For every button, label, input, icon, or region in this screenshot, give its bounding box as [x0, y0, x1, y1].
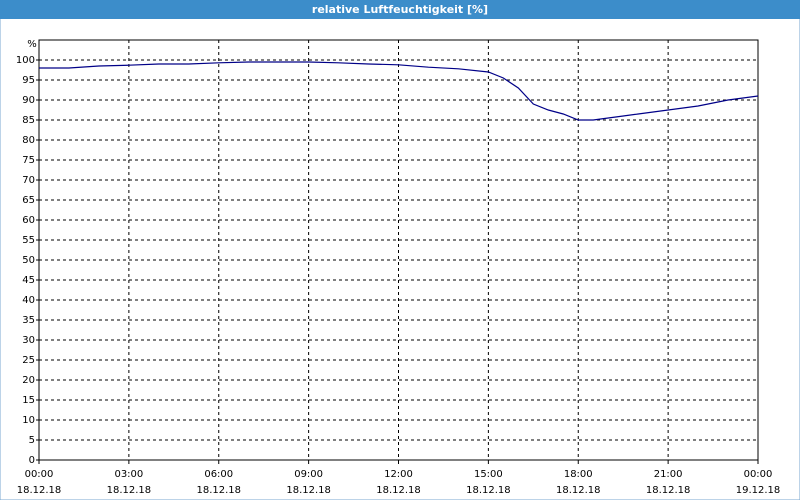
chart-title: relative Luftfeuchtigkeit [%]: [312, 3, 488, 16]
y-tick-label: 15: [22, 395, 35, 406]
x-tick-label: 06:00 18.12.18: [196, 469, 241, 496]
y-tick-label: 60: [22, 215, 35, 226]
x-tick-label: 12:00 18.12.18: [376, 469, 421, 496]
y-tick-label: 70: [22, 175, 35, 186]
y-tick-label: 55: [22, 235, 35, 246]
y-tick-label: 85: [22, 115, 35, 126]
y-tick-label: 25: [22, 355, 35, 366]
y-tick-label: 30: [22, 335, 35, 346]
y-tick-label: 100: [16, 55, 35, 66]
title-bar: [0, 0, 800, 19]
data-line: [39, 61, 759, 121]
y-tick-label: 40: [22, 295, 35, 306]
x-tick-label: 09:00 18.12.18: [286, 469, 331, 496]
y-tick-label: 45: [22, 275, 35, 286]
y-tick-label: 95: [22, 75, 35, 86]
y-tick-label: 20: [22, 375, 35, 386]
y-tick-label: 80: [22, 135, 35, 146]
x-tick-label: 03:00 18.12.18: [107, 469, 152, 496]
y-tick-label: 65: [22, 195, 35, 206]
y-axis-label: %: [27, 39, 37, 50]
y-tick-label: 90: [22, 95, 35, 106]
x-tick-label: 15:00 18.12.18: [466, 469, 511, 496]
y-tick-label: 75: [22, 155, 35, 166]
y-tick-label: 10: [22, 415, 35, 426]
y-tick-label: 35: [22, 315, 35, 326]
x-tick-label: 21:00 18.12.18: [646, 469, 691, 496]
x-tick-label: 00:00 19.12.18: [736, 469, 781, 496]
y-tick-label: 5: [29, 435, 35, 446]
x-tick-label: 18:00 18.12.18: [556, 469, 601, 496]
y-tick-label: 50: [22, 255, 35, 266]
y-tick-label: 0: [29, 455, 35, 466]
x-tick-label: 00:00 18.12.18: [17, 469, 62, 496]
